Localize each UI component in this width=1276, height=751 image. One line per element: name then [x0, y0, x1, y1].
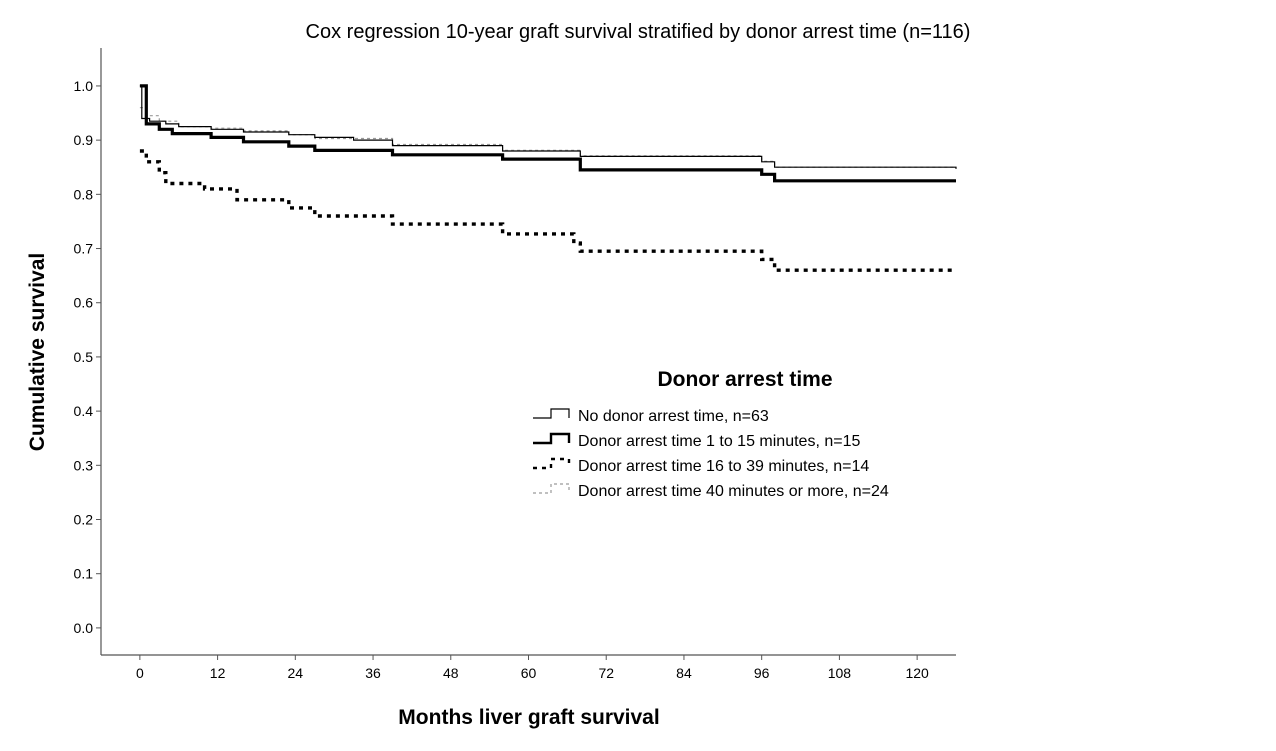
series-layer — [139, 84, 957, 272]
y-tick-label: 0.7 — [74, 241, 94, 257]
x-tick-label: 120 — [905, 665, 929, 681]
chart-title: Cox regression 10-year graft survival st… — [306, 21, 971, 43]
axes — [100, 48, 956, 656]
y-tick-label: 0.8 — [74, 186, 94, 202]
legend-label: No donor arrest time, n=63 — [578, 408, 769, 425]
x-tick-label: 24 — [288, 665, 304, 681]
legend-swatch — [533, 483, 570, 494]
y-tick-label: 0.4 — [74, 403, 94, 419]
x-tick-label: 12 — [210, 665, 226, 681]
legend-label: Donor arrest time 40 minutes or more, n=… — [578, 483, 889, 500]
legend-item: No donor arrest time, n=63 — [533, 408, 769, 425]
x-axis-ticks: 0 12 24 36 48 60 72 84 96 108 120 — [136, 655, 929, 681]
y-tick-label: 0.6 — [74, 295, 94, 311]
y-tick-label: 0.5 — [74, 349, 94, 365]
x-tick-label: 48 — [443, 665, 459, 681]
legend-label: Donor arrest time 16 to 39 minutes, n=14 — [578, 458, 869, 475]
y-axis-title: Cumulative survival — [26, 253, 49, 451]
x-tick-label: 60 — [521, 665, 537, 681]
x-tick-label: 108 — [828, 665, 852, 681]
y-tick-label: 0.9 — [74, 132, 94, 148]
x-axis-title: Months liver graft survival — [398, 706, 659, 729]
x-tick-label: 0 — [136, 665, 144, 681]
series-line-1 — [139, 85, 957, 169]
legend-item: Donor arrest time 1 to 15 minutes, n=15 — [533, 432, 860, 450]
y-tick-label: 1.0 — [74, 78, 94, 94]
legend-swatch — [533, 457, 571, 470]
y-tick-label: 0.3 — [74, 457, 94, 473]
legend-item: Donor arrest time 40 minutes or more, n=… — [533, 483, 889, 500]
series-line-2 — [139, 84, 956, 183]
legend-swatch — [533, 408, 570, 419]
x-tick-label: 96 — [754, 665, 770, 681]
legend-swatch — [533, 432, 571, 445]
legend: Donor arrest time No donor arrest time, … — [533, 368, 889, 500]
y-tick-label: 0.0 — [74, 620, 94, 636]
x-tick-label: 84 — [676, 665, 692, 681]
x-tick-label: 72 — [598, 665, 614, 681]
legend-label: Donor arrest time 1 to 15 minutes, n=15 — [578, 433, 860, 450]
y-axis-ticks: 0.0 0.1 0.2 0.3 0.4 0.5 0.6 0.7 0.8 0.9 1.0 — [74, 78, 101, 636]
legend-item: Donor arrest time 16 to 39 minutes, n=14 — [533, 457, 869, 475]
legend-title: Donor arrest time — [657, 368, 832, 391]
legend-items: No donor arrest time, n=63 Donor arrest t… — [533, 408, 889, 500]
y-tick-label: 0.2 — [74, 512, 94, 528]
series-line-3 — [139, 149, 956, 272]
x-tick-label: 36 — [365, 665, 381, 681]
y-tick-label: 0.1 — [74, 566, 94, 582]
